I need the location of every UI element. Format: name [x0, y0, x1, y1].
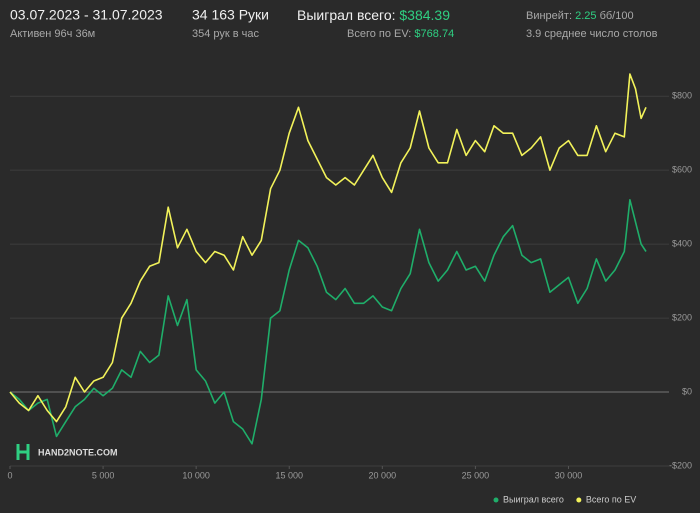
series-line: [9, 199, 647, 445]
won-label: Выиграл всего: $384.39: [297, 7, 450, 23]
legend-label: Всего по EV: [586, 494, 636, 504]
hands: 34 163 Руки: [192, 7, 269, 23]
ev-label: Всего по EV: $768.74: [347, 28, 454, 40]
x-tick-label: 20 000: [369, 470, 397, 480]
active-time: Активен 96ч 36м: [10, 28, 95, 40]
x-tick-label: 15 000: [275, 470, 303, 480]
y-tick-label: $200: [672, 312, 692, 322]
x-tick-label: 10 000: [182, 470, 210, 480]
legend-marker: [493, 497, 499, 503]
watermark: HAND2NOTE.COM: [16, 444, 118, 460]
legend-label: Выиграл всего: [503, 494, 564, 504]
watermark-text: HAND2NOTE.COM: [38, 447, 118, 457]
x-tick-label: 5 000: [92, 470, 115, 480]
y-tick-label: $0: [682, 386, 692, 396]
hands-per-hour: 354 рук в час: [192, 28, 260, 40]
x-tick-label: 30 000: [555, 470, 583, 480]
y-tick-label: $600: [672, 165, 692, 175]
legend-marker: [576, 497, 582, 503]
series-line: [9, 73, 647, 423]
logo: [16, 444, 30, 460]
y-tick-label: -$200: [669, 460, 692, 470]
tables: 3.9 среднее число столов: [526, 28, 658, 40]
winrate: Винрейт: 2.25 бб/100: [526, 10, 634, 22]
y-tick-label: $400: [672, 239, 692, 249]
y-tick-label: $800: [672, 91, 692, 101]
x-tick-label: 0: [7, 470, 12, 480]
x-tick-label: 25 000: [462, 470, 490, 480]
date-range: 03.07.2023 - 31.07.2023: [10, 7, 163, 23]
